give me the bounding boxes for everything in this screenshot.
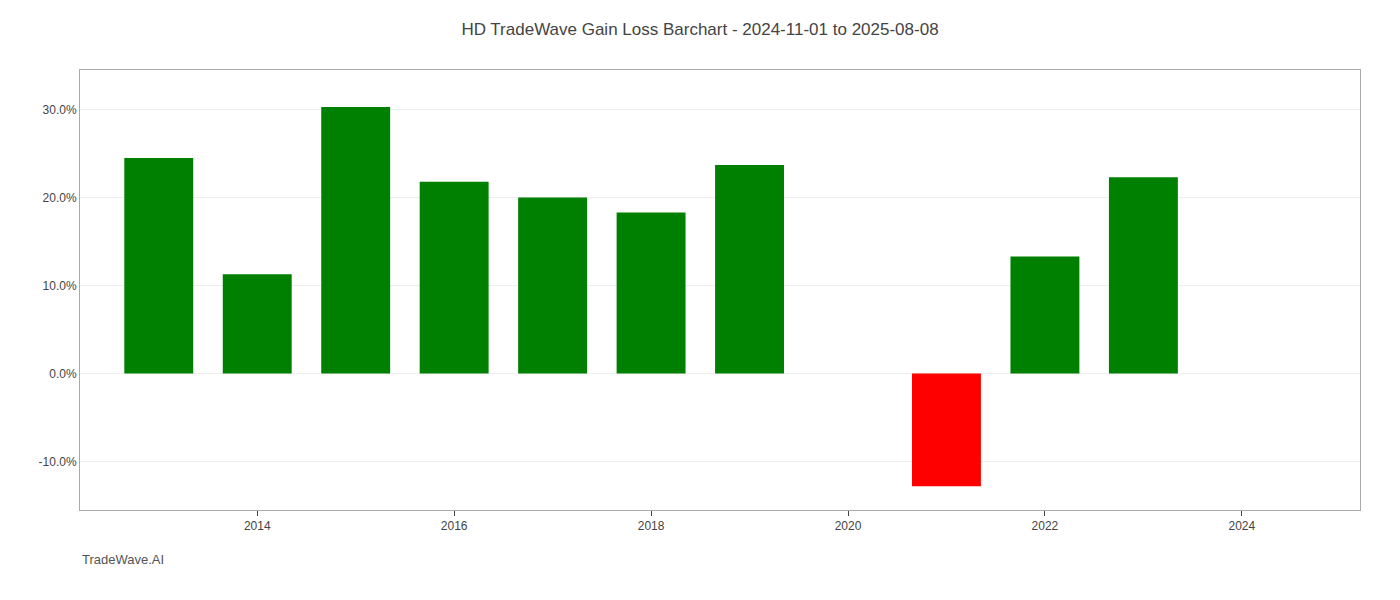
svg-text:TradeWave.AI: TradeWave.AI (82, 552, 164, 567)
svg-text:-10.0%: -10.0% (39, 455, 77, 469)
svg-text:2024: 2024 (1228, 519, 1255, 533)
svg-text:30.0%: 30.0% (43, 103, 77, 117)
svg-text:HD TradeWave Gain Loss Barchar: HD TradeWave Gain Loss Barchart - 2024-1… (461, 20, 938, 39)
svg-text:0.0%: 0.0% (49, 367, 77, 381)
svg-text:2014: 2014 (244, 519, 271, 533)
svg-text:2018: 2018 (638, 519, 665, 533)
svg-text:2022: 2022 (1032, 519, 1059, 533)
svg-text:20.0%: 20.0% (43, 191, 77, 205)
svg-text:2020: 2020 (835, 519, 862, 533)
svg-text:10.0%: 10.0% (43, 279, 77, 293)
svg-text:2016: 2016 (441, 519, 468, 533)
